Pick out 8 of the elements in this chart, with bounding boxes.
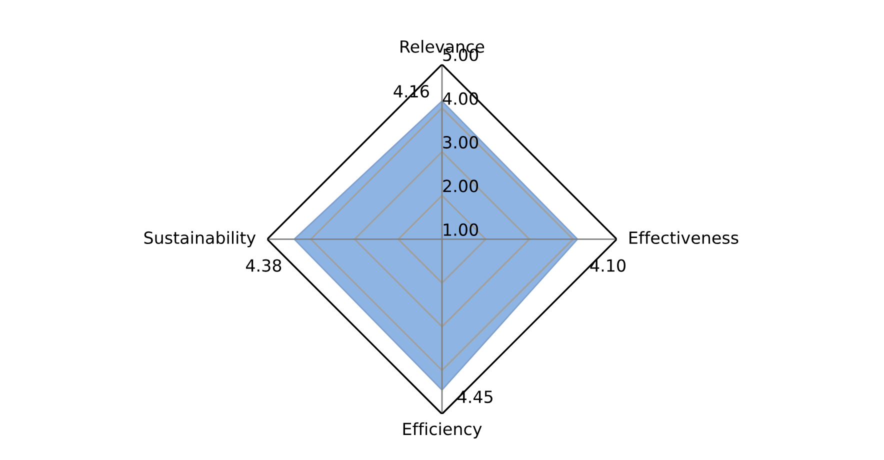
y-tick-label: 1.00 <box>444 223 478 236</box>
spoke-label: Sustainability <box>144 231 256 248</box>
y-tick-label: 3.00 <box>443 136 478 149</box>
data-label: 4.10 <box>590 259 626 272</box>
spoke-label: Effectiveness <box>630 231 738 244</box>
data-label: 4.38 <box>246 259 282 272</box>
y-tick-label: 2.00 <box>443 180 478 192</box>
spoke-label: Efficiency <box>403 422 482 438</box>
